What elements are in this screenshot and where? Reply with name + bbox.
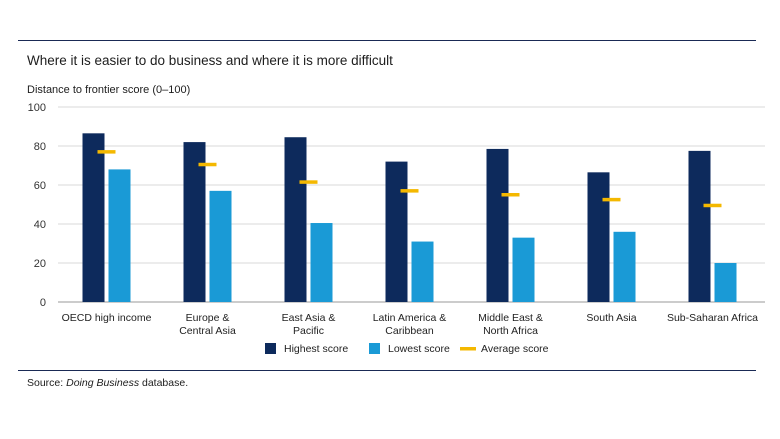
bar-highest-score — [587, 172, 610, 302]
x-category-label-line: OECD high income — [62, 312, 152, 324]
y-tick-label: 80 — [34, 141, 46, 153]
average-score-marker — [703, 203, 722, 208]
legend-label: Highest score — [284, 343, 348, 355]
y-tick-label: 0 — [40, 297, 46, 309]
bar-lowest-score — [411, 241, 434, 302]
top-rule — [18, 40, 756, 41]
average-score-marker — [400, 189, 419, 193]
x-category-label-line: Sub-Saharan Africa — [667, 312, 758, 324]
legend-swatch-average — [460, 347, 476, 351]
average-score-marker — [198, 162, 217, 167]
y-axis-label: Distance to frontier score (0–100) — [27, 84, 191, 96]
y-tick-label: 100 — [28, 102, 46, 114]
bar-lowest-score — [209, 190, 232, 302]
average-score-marker — [299, 180, 318, 184]
x-category-label-line: East Asia & — [282, 312, 336, 324]
average-score-marker — [501, 193, 520, 197]
bar-highest-score — [486, 148, 509, 302]
x-category-label-line: Latin America & — [373, 312, 447, 324]
source-suffix: database. — [139, 377, 189, 389]
bar-highest-score — [82, 133, 105, 302]
x-category-label-line: North Africa — [483, 325, 538, 337]
x-category-label-line: Europe & — [186, 312, 230, 324]
legend-swatch-highest — [265, 343, 276, 354]
x-category-label: Sub-Saharan Africa — [667, 312, 758, 324]
bar-highest-score — [284, 137, 307, 302]
x-category-label-line: Caribbean — [385, 325, 434, 337]
legend-label: Average score — [481, 343, 549, 355]
source-prefix: Source: — [27, 377, 67, 389]
bar-lowest-score — [714, 263, 737, 302]
bar-highest-score — [688, 150, 711, 302]
x-category-label: South Asia — [586, 312, 636, 324]
legend-label: Lowest score — [388, 343, 450, 355]
y-tick-label: 20 — [34, 258, 46, 270]
x-category-label-line: Middle East & — [478, 312, 543, 324]
bar-highest-score — [385, 161, 408, 302]
chart-title: Where it is easier to do business and wh… — [27, 53, 393, 68]
bar-highest-score — [183, 142, 206, 302]
y-tick-label: 40 — [34, 219, 46, 231]
bar-lowest-score — [613, 231, 636, 302]
legend-swatch-lowest — [369, 343, 380, 354]
x-category-label-line: Pacific — [293, 325, 324, 337]
x-category-label-line: Central Asia — [179, 325, 236, 337]
x-category-label: Europe & Central Asia — [179, 312, 236, 337]
x-category-label: Middle East & North Africa — [478, 312, 543, 337]
average-score-marker — [97, 150, 116, 154]
x-category-label: East Asia & Pacific — [282, 312, 336, 337]
bottom-rule — [18, 370, 756, 371]
bar-lowest-score — [108, 169, 131, 302]
x-category-label: Latin America & Caribbean — [373, 312, 447, 337]
bar-chart: 0 20 40 60 80 100 OECD high income Europe & Cent… — [28, 102, 765, 355]
average-score-marker — [602, 197, 621, 202]
y-tick-label: 60 — [34, 180, 46, 192]
source-italic: Doing Business — [66, 377, 140, 389]
x-category-label-line: South Asia — [586, 312, 636, 324]
bar-lowest-score — [512, 237, 535, 302]
bar-lowest-score — [310, 223, 333, 302]
x-category-label: OECD high income — [62, 312, 152, 324]
source-note: Source: Doing Business database. — [27, 377, 188, 389]
